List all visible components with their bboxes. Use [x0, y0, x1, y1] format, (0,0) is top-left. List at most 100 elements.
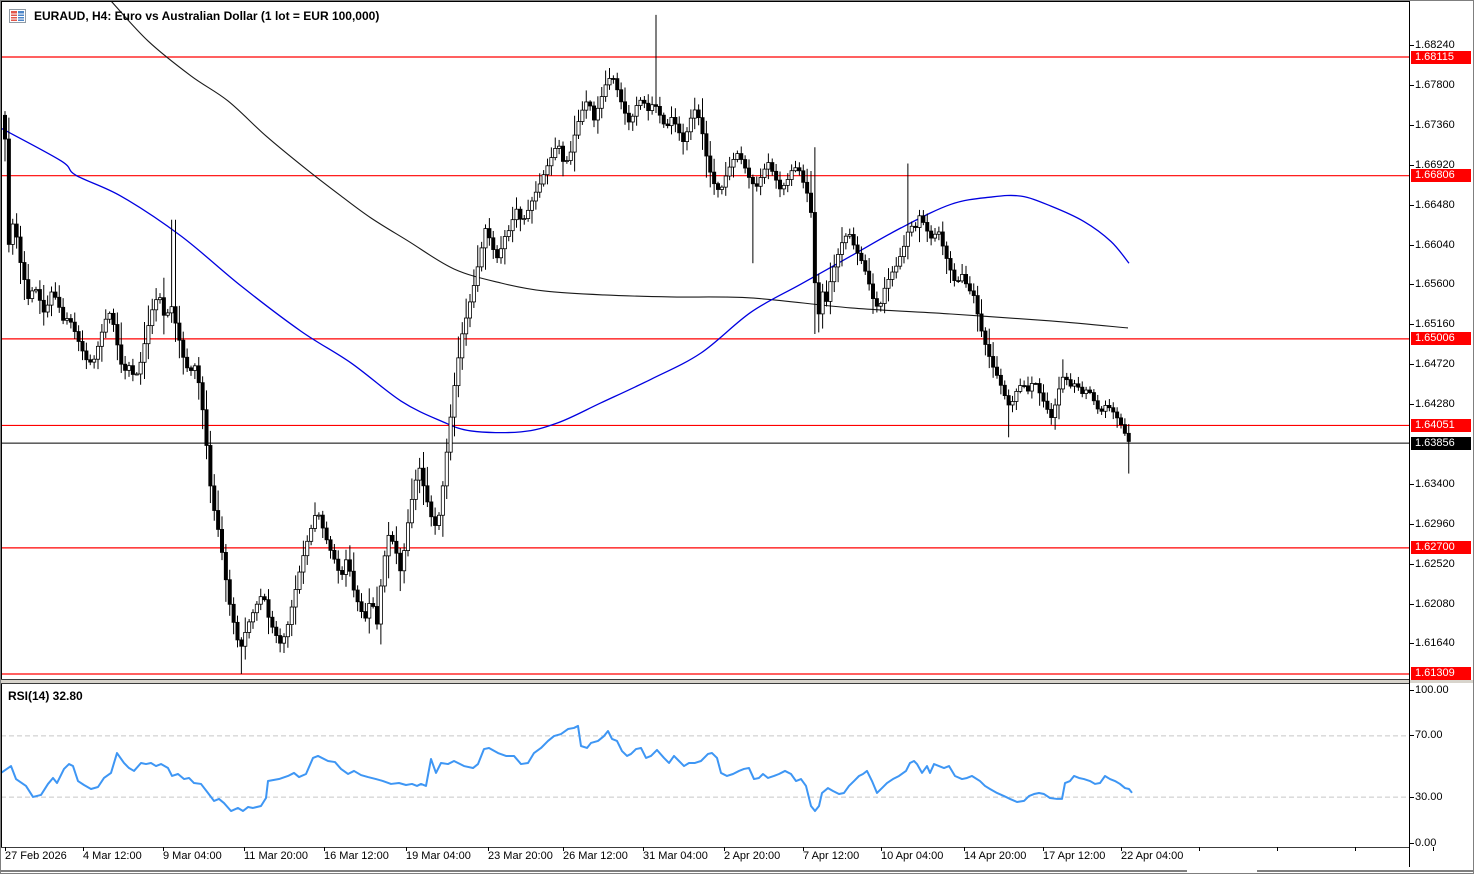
price-tick-label: 1.64280	[1415, 398, 1455, 411]
candle-body	[917, 215, 922, 228]
candle-body	[611, 78, 616, 80]
date-tick	[488, 847, 489, 851]
candle-body	[1076, 383, 1081, 388]
date-tick	[83, 847, 84, 851]
date-label: 23 Mar 20:00	[488, 850, 553, 862]
candle-body	[1022, 385, 1027, 387]
candle-body	[363, 611, 368, 619]
candle-body	[700, 117, 705, 135]
candle-body	[913, 225, 918, 228]
candle-body	[650, 104, 655, 111]
date-tick	[1043, 847, 1044, 851]
candle-body	[402, 550, 407, 572]
candle-body	[843, 235, 848, 244]
date-tick	[324, 847, 325, 851]
candle-body	[336, 558, 341, 571]
candle-body	[301, 555, 306, 573]
candle-body	[429, 501, 434, 518]
date-label: 4 Mar 12:00	[83, 850, 142, 862]
candle-body	[677, 123, 682, 134]
candle-body	[243, 632, 248, 647]
candle-body	[216, 510, 221, 530]
candle-body	[398, 552, 403, 572]
candle-body	[971, 290, 976, 296]
panel-divider-band[interactable]	[1, 680, 1473, 683]
candle-body	[219, 529, 224, 553]
candle-body	[1060, 376, 1065, 390]
panel-divider[interactable]	[1, 679, 1409, 680]
candle-body	[324, 527, 329, 541]
candle-body	[18, 236, 23, 263]
candle-body	[886, 279, 891, 289]
candle-body	[572, 134, 577, 153]
candle-body	[250, 612, 255, 623]
candle-body	[103, 318, 108, 333]
candle-body	[405, 522, 410, 551]
panel-divider-border	[1, 683, 1409, 684]
candle-body	[10, 223, 15, 245]
rsi-tick-label: 70.00	[1415, 729, 1443, 742]
date-tick	[724, 847, 725, 851]
candle-body	[479, 247, 484, 268]
candle-body	[708, 155, 713, 173]
rsi-tick-label: 100.00	[1415, 683, 1449, 696]
candle-body	[433, 516, 438, 526]
candle-body	[1095, 400, 1100, 410]
candle-body	[316, 514, 321, 517]
date-label: 11 Mar 20:00	[244, 850, 309, 862]
price-tick	[1409, 164, 1414, 166]
candle-body	[905, 231, 910, 247]
date-label: 9 Mar 04:00	[163, 850, 222, 862]
price-tick	[1409, 124, 1414, 126]
candle-body	[654, 104, 659, 107]
price-tick-label: 1.67360	[1415, 118, 1455, 131]
candle-body	[894, 265, 899, 273]
candle-body	[778, 179, 783, 190]
price-tick-label: 1.65600	[1415, 278, 1455, 291]
candle-body	[177, 322, 182, 341]
candle-body	[716, 183, 721, 190]
candle-body	[723, 175, 728, 188]
bottom-scrollbar-track[interactable]	[1, 870, 1187, 872]
candle-body	[735, 153, 740, 160]
candle-body	[161, 297, 166, 316]
candle-body	[812, 212, 817, 284]
candle-body	[413, 479, 418, 500]
bottom-scrollbar-track-right[interactable]	[1257, 870, 1473, 872]
date-tick	[406, 847, 407, 851]
chart-top-border	[1, 1, 1409, 2]
candle-body	[537, 183, 542, 193]
candle-body	[231, 603, 236, 623]
candle-body	[599, 96, 604, 109]
candle-body	[440, 485, 445, 516]
candle-body	[425, 485, 430, 503]
candle-body	[1115, 411, 1120, 419]
candle-body	[444, 451, 449, 487]
candle-body	[816, 282, 821, 315]
date-tick	[1199, 847, 1200, 851]
candle-body	[495, 249, 500, 259]
candle-body	[26, 279, 31, 299]
date-label: 14 Apr 20:00	[964, 850, 1027, 862]
candle-body	[626, 112, 631, 123]
candle-body	[859, 252, 864, 262]
candle-body	[491, 237, 496, 250]
candle-body	[417, 467, 422, 481]
candle-body	[1072, 383, 1077, 387]
price-tick-label: 1.62960	[1415, 517, 1455, 530]
price-tick-label: 1.61640	[1415, 637, 1455, 650]
candle-body	[320, 514, 325, 529]
main-price-chart[interactable]	[1, 1, 1409, 679]
candle-body	[863, 260, 868, 272]
candle-body	[545, 165, 550, 176]
candle-body	[809, 192, 814, 213]
candle-body	[940, 231, 945, 247]
date-label: 7 Apr 12:00	[803, 850, 860, 862]
rsi-indicator-chart[interactable]	[1, 683, 1409, 847]
candle-body	[514, 208, 519, 221]
candle-body	[754, 183, 759, 187]
candle-body	[801, 170, 806, 183]
candle-body	[1057, 388, 1062, 406]
candle-body	[41, 299, 46, 313]
candle-body	[750, 177, 755, 185]
